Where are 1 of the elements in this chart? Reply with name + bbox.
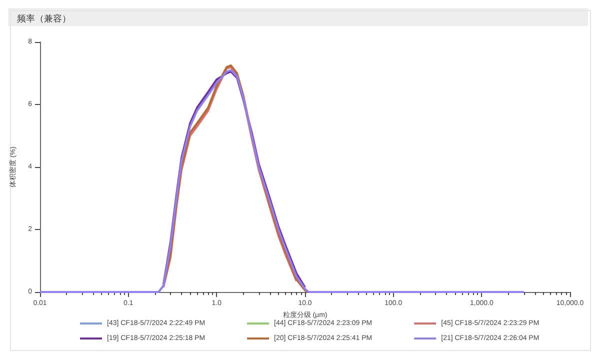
chart-title: 频率（兼容） xyxy=(17,14,71,24)
